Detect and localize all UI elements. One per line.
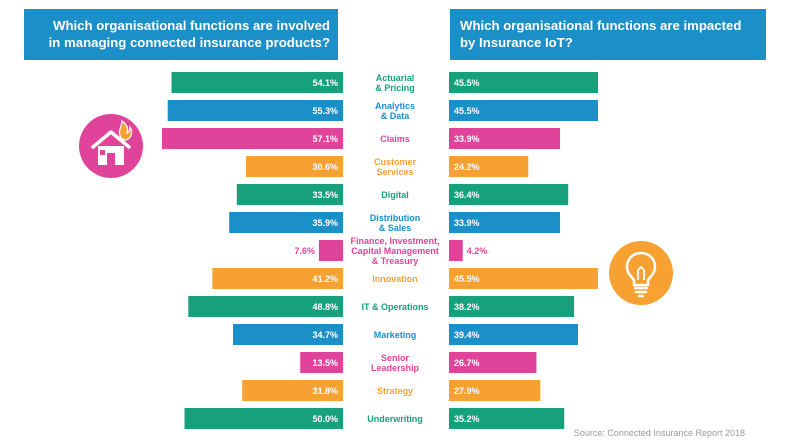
right-bar [449, 156, 529, 177]
right-bar [449, 72, 598, 93]
left-bar-label: 55.3% [312, 106, 338, 116]
right-bar-label: 45.5% [454, 274, 480, 284]
right-bar [449, 212, 561, 233]
left-bar-label: 13.5% [312, 358, 338, 368]
left-bar-label: 48.8% [312, 302, 338, 312]
left-bar [171, 72, 343, 93]
left-bar-label: 31.8% [312, 386, 338, 396]
left-bar [188, 296, 343, 317]
right-bar-label: 33.9% [454, 218, 480, 228]
category-label: Services [376, 167, 413, 177]
category-label: Analytics [375, 101, 415, 111]
right-bar [449, 296, 575, 317]
left-bar [212, 268, 343, 289]
right-bar-label: 26.7% [454, 358, 480, 368]
right-bar-label: 38.2% [454, 302, 480, 312]
house-on-fire-icon [79, 114, 143, 178]
left-bar-label: 50.0% [312, 414, 338, 424]
left-bar [300, 352, 343, 373]
right-bar-label: 35.2% [454, 414, 480, 424]
left-bar-label: 34.7% [312, 330, 338, 340]
category-label: & Sales [379, 223, 412, 233]
right-bar-label: 4.2% [467, 246, 488, 256]
left-bar-label: 7.6% [294, 246, 315, 256]
category-label: Actuarial [376, 73, 415, 83]
category-label: Senior [381, 353, 410, 363]
category-label: Distribution [370, 213, 421, 223]
category-label: Capital Management [351, 246, 439, 256]
category-label: Finance, Investment, [350, 236, 439, 246]
left-bar [246, 156, 343, 177]
category-label: Strategy [377, 386, 413, 396]
right-bar [449, 380, 541, 401]
right-bar-label: 27.9% [454, 386, 480, 396]
left-header-line-1: Which organisational functions are invol… [53, 18, 330, 33]
left-bar-label: 57.1% [312, 134, 338, 144]
left-bar [184, 408, 343, 429]
right-bar [449, 324, 579, 345]
category-label: & Treasury [372, 256, 419, 266]
left-bar-label: 54.1% [312, 78, 338, 88]
category-label: Digital [381, 190, 409, 200]
category-label: & Data [381, 111, 411, 121]
left-header-line-2: in managing connected insurance products… [48, 35, 330, 50]
left-bar [162, 128, 343, 149]
category-label: Underwriting [367, 414, 423, 424]
category-label: & Pricing [375, 83, 415, 93]
category-label: IT & Operations [361, 302, 428, 312]
right-bar-label: 45.5% [454, 106, 480, 116]
left-bar [229, 212, 343, 233]
left-bar [318, 240, 343, 261]
right-bar [449, 100, 598, 121]
left-bar-label: 30.6% [312, 162, 338, 172]
left-bar [242, 380, 343, 401]
right-bar-label: 39.4% [454, 330, 480, 340]
source-note: Source: Connected Insurance Report 2018 [573, 428, 745, 438]
right-bar-label: 45.5% [454, 78, 480, 88]
right-bar [449, 184, 569, 205]
left-bar-label: 33.5% [312, 190, 338, 200]
category-label: Marketing [374, 330, 417, 340]
category-label: Customer [374, 157, 417, 167]
left-bar [167, 100, 343, 121]
left-question-header: Which organisational functions are invol… [24, 9, 338, 60]
left-bar [233, 324, 343, 345]
right-bar [449, 240, 463, 261]
left-bar [236, 184, 343, 205]
right-header-line-1: Which organisational functions are impac… [460, 18, 742, 33]
category-label: Claims [380, 134, 410, 144]
right-bar-label: 36.4% [454, 190, 480, 200]
right-bar-label: 24.2% [454, 162, 480, 172]
category-label: Innovation [372, 274, 418, 284]
right-question-header: Which organisational functions are impac… [450, 9, 766, 60]
lightbulb-icon [609, 241, 673, 305]
category-label: Leadership [371, 363, 420, 373]
right-bar [449, 268, 598, 289]
right-bar [449, 128, 561, 149]
right-bar [449, 408, 565, 429]
right-bar [449, 352, 537, 373]
left-bar-label: 41.2% [312, 274, 338, 284]
right-bar-label: 33.9% [454, 134, 480, 144]
right-header-line-2: by Insurance IoT? [460, 35, 573, 50]
left-bar-label: 35.9% [312, 218, 338, 228]
